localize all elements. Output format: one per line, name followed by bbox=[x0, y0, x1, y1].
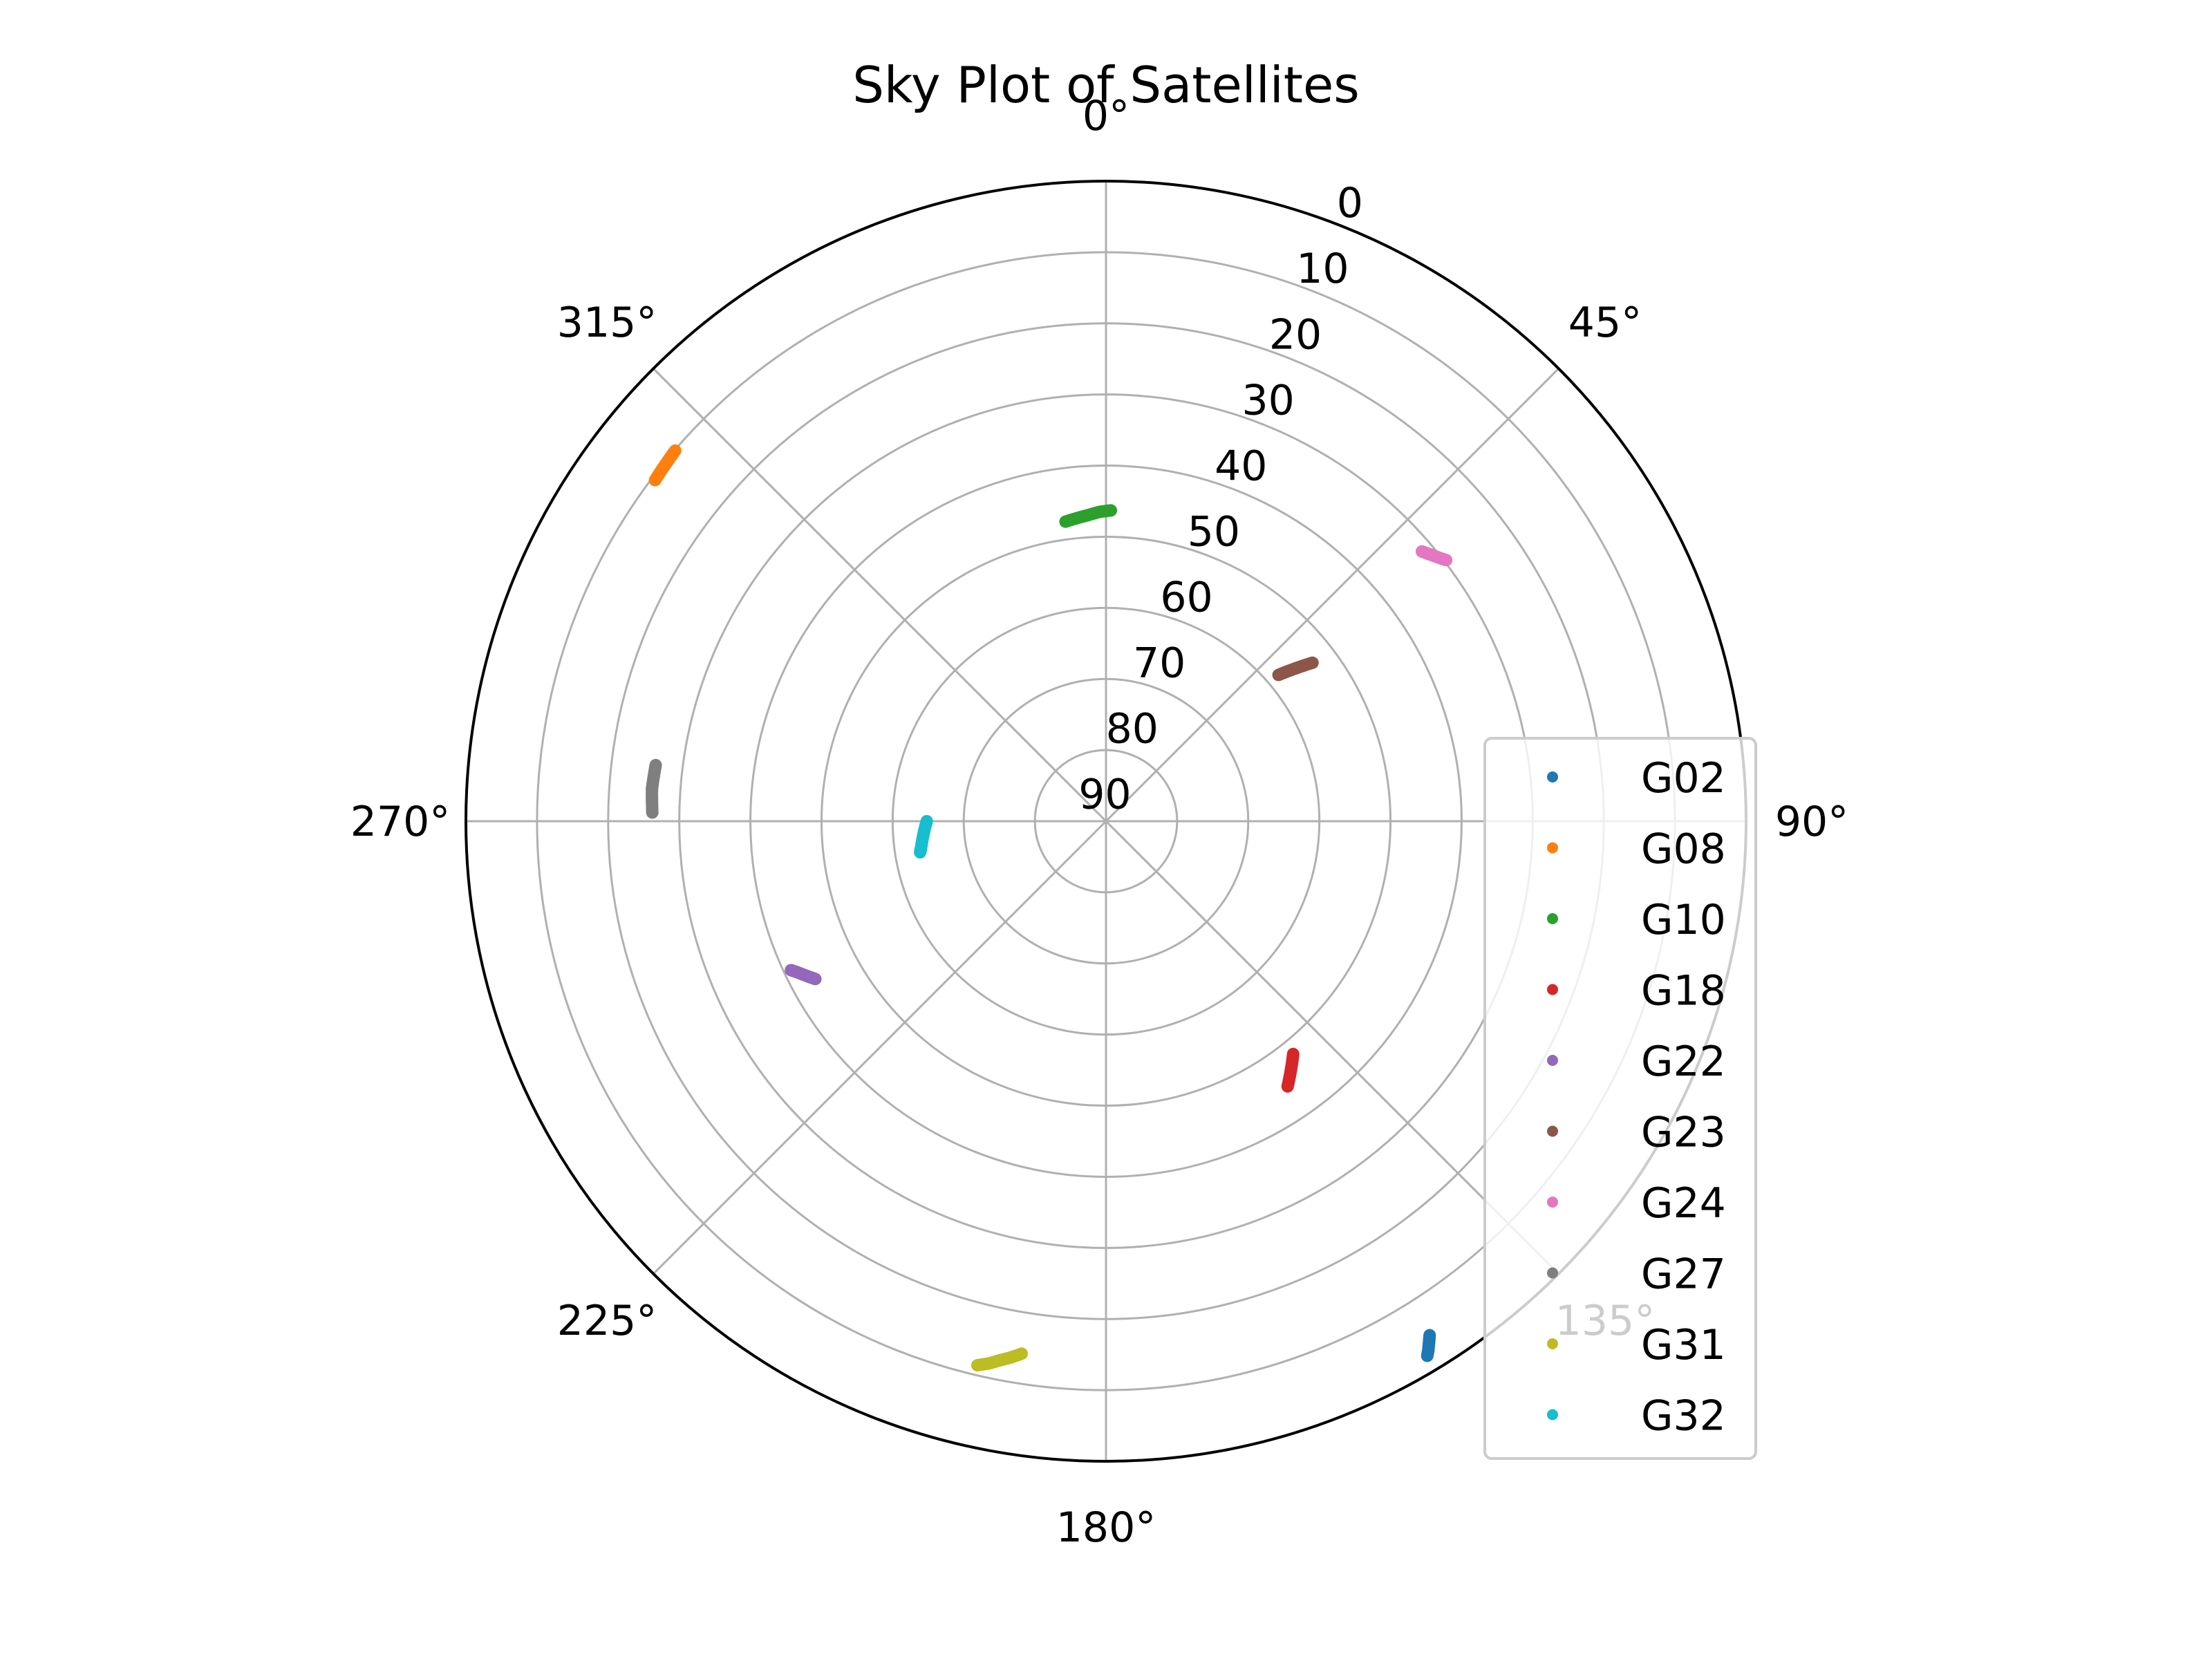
elevation-tick-labels: 0 10 20 30 40 50 60 70 80 90 bbox=[1078, 179, 1363, 819]
series-G23 bbox=[1272, 656, 1319, 682]
azimuth-tick-label: 0° bbox=[1082, 92, 1130, 140]
track-point bbox=[1440, 554, 1453, 567]
elevation-tick-label: 0 bbox=[1337, 179, 1363, 227]
track-point bbox=[668, 444, 682, 457]
legend-label: G22 bbox=[1641, 1038, 1726, 1086]
polar-grid bbox=[465, 180, 1747, 1463]
elevation-tick-label: 30 bbox=[1241, 376, 1294, 424]
series-G32 bbox=[914, 815, 933, 859]
legend-label: G31 bbox=[1641, 1321, 1726, 1369]
grid-spoke-45 bbox=[1105, 368, 1559, 823]
track-point bbox=[1105, 504, 1118, 517]
series-G24 bbox=[1415, 545, 1453, 567]
legend-marker bbox=[1547, 1338, 1558, 1349]
legend-marker bbox=[1547, 771, 1558, 782]
azimuth-tick-labels: 0°45°90°135°180°225°270°315° bbox=[350, 92, 1848, 1552]
azimuth-tick-label: 180° bbox=[1056, 1503, 1156, 1552]
legend-label: G27 bbox=[1641, 1250, 1726, 1299]
legend-marker bbox=[1547, 913, 1558, 924]
legend-label: G10 bbox=[1641, 896, 1726, 944]
azimuth-tick-label: 270° bbox=[350, 798, 451, 846]
legend-label: G23 bbox=[1641, 1109, 1726, 1157]
legend-marker bbox=[1547, 1409, 1558, 1421]
track-point bbox=[1281, 1080, 1294, 1093]
track-point bbox=[1306, 656, 1319, 669]
elevation-tick-label: 40 bbox=[1215, 442, 1267, 490]
elevation-tick-label: 70 bbox=[1133, 639, 1185, 688]
azimuth-tick-label: 90° bbox=[1775, 798, 1848, 846]
elevation-tick-label: 10 bbox=[1296, 245, 1349, 293]
elevation-tick-label: 20 bbox=[1269, 310, 1322, 359]
elevation-tick-label: 50 bbox=[1188, 507, 1240, 556]
elevation-tick-label: 80 bbox=[1106, 705, 1159, 753]
track-point bbox=[1015, 1347, 1028, 1360]
track-point bbox=[785, 964, 798, 977]
series-G08 bbox=[648, 444, 682, 487]
legend: G02 G08 G10 G18 G22 G23 G24 G27 G31 G32 bbox=[1483, 737, 1757, 1460]
azimuth-tick-label: 225° bbox=[557, 1297, 657, 1345]
series-G31 bbox=[971, 1347, 1028, 1372]
series-G18 bbox=[1281, 1047, 1300, 1093]
legend-label: G08 bbox=[1641, 825, 1726, 874]
series-G10 bbox=[1059, 504, 1118, 528]
legend-label: G32 bbox=[1641, 1392, 1726, 1441]
elevation-tick-label: 60 bbox=[1160, 574, 1212, 622]
elevation-tick-label: 90 bbox=[1078, 771, 1131, 819]
series-G22 bbox=[785, 964, 822, 986]
satellite-tracks bbox=[646, 444, 1453, 1372]
grid-spoke-135 bbox=[1105, 820, 1559, 1275]
legend-label: G02 bbox=[1641, 754, 1726, 803]
legend-marker bbox=[1547, 1197, 1558, 1208]
grid-spoke-315 bbox=[653, 368, 1107, 823]
grid-spoke-225 bbox=[653, 820, 1107, 1275]
track-point bbox=[646, 806, 659, 819]
legend-marker bbox=[1547, 1055, 1558, 1066]
series-G02 bbox=[1421, 1329, 1436, 1362]
legend-label: G18 bbox=[1641, 967, 1726, 1015]
legend-label: G24 bbox=[1641, 1179, 1726, 1228]
series-G27 bbox=[646, 758, 662, 819]
azimuth-tick-label: 315° bbox=[557, 299, 657, 347]
legend-marker bbox=[1547, 842, 1558, 854]
chart-title: Sky Plot of Satellites bbox=[852, 56, 1360, 114]
legend-marker bbox=[1547, 1267, 1558, 1279]
azimuth-tick-label: 45° bbox=[1568, 299, 1642, 347]
legend-marker bbox=[1547, 1125, 1558, 1137]
legend-marker bbox=[1547, 984, 1558, 995]
track-point bbox=[920, 815, 933, 827]
track-point bbox=[1421, 1349, 1434, 1362]
